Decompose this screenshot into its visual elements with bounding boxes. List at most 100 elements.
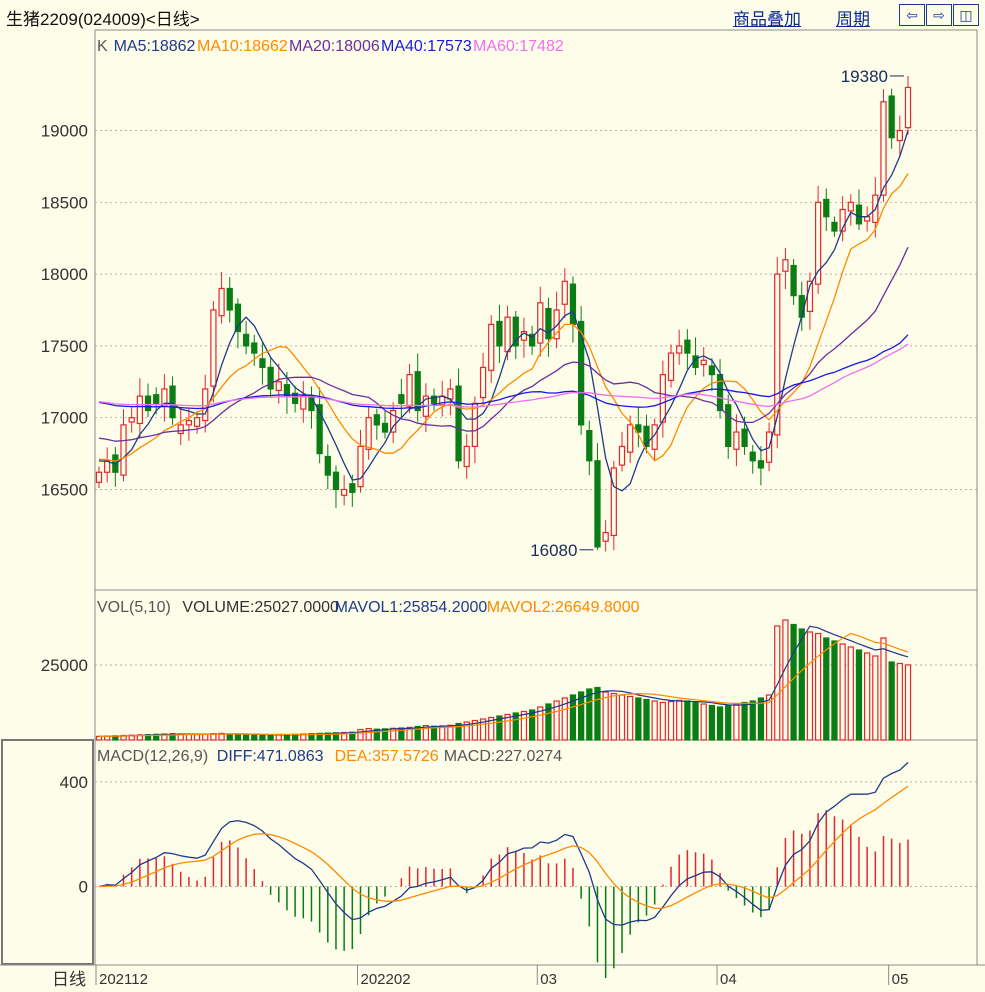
commodity-overlay-link[interactable]: 商品叠加	[733, 10, 801, 29]
volume-bar	[774, 625, 781, 741]
volume-bar	[373, 728, 380, 741]
candle-body	[136, 395, 143, 425]
price-tick-label: 18000	[41, 265, 88, 284]
candle-body	[488, 323, 495, 371]
candle-body	[586, 430, 593, 462]
price-tick-label: 16500	[41, 480, 88, 499]
candle-body	[455, 385, 462, 462]
price-panel-indicator: MA10:18662	[197, 38, 288, 55]
candle-body	[128, 417, 135, 423]
volume-bar	[814, 632, 822, 741]
macd-panel-label: MACD(12,26,9)	[97, 748, 208, 765]
candle-body	[390, 409, 397, 433]
volume-bar	[357, 728, 364, 741]
price-panel-indicator: MA20:18006	[289, 38, 380, 55]
candle-body	[643, 425, 650, 448]
macd-panel-indicator: DEA:357.5726	[335, 748, 439, 765]
volume-bar	[545, 703, 552, 741]
volume-bar	[643, 698, 650, 741]
candle-body	[210, 309, 217, 387]
dea-line	[98, 785, 909, 909]
volume-bar	[381, 728, 389, 741]
x-tick-label: 202112	[99, 971, 148, 988]
volume-bar	[259, 734, 266, 741]
volume-bar	[831, 640, 838, 741]
volume-panel-indicator: MAVOL1:25854.2000	[335, 599, 488, 616]
price-panel-label: K	[97, 38, 108, 55]
volume-bar	[757, 697, 765, 741]
candle-body	[545, 307, 552, 340]
candle-body	[291, 392, 299, 404]
volume-bar	[561, 697, 568, 741]
candle-body	[341, 488, 348, 496]
volume-bar	[872, 655, 879, 741]
volume-bar	[398, 727, 405, 741]
candle-body	[398, 394, 405, 404]
price-panel-indicator: MA40:17573	[381, 38, 472, 55]
volume-bar	[594, 686, 601, 741]
volume-bar	[618, 694, 626, 741]
candle-body	[414, 371, 421, 412]
candle-body	[153, 394, 160, 404]
x-tick-label: 202202	[360, 971, 410, 988]
volume-bar	[267, 734, 274, 741]
volume-bar	[136, 734, 143, 741]
volume-bar	[504, 713, 511, 741]
candle-body	[144, 395, 152, 412]
candle-body	[406, 374, 413, 407]
candle-body	[332, 471, 340, 491]
price-tick-label: 17500	[41, 337, 88, 356]
candle-body	[324, 455, 331, 476]
candle-body	[504, 316, 511, 353]
candle-body	[267, 366, 274, 390]
candle-body	[790, 264, 797, 297]
candle-body	[896, 129, 903, 142]
candle-body	[610, 467, 617, 537]
candle-body	[577, 320, 585, 426]
volume-bar	[684, 700, 691, 741]
period-link[interactable]: 周期	[836, 10, 870, 29]
volume-bar	[308, 733, 315, 741]
volume-bar	[537, 706, 544, 741]
volume-bar	[520, 710, 528, 741]
next-icon[interactable]: ⇨	[926, 4, 952, 26]
volume-bar	[341, 731, 348, 741]
candle-body	[234, 303, 242, 333]
volume-bar	[692, 701, 699, 741]
volume-bar	[414, 725, 421, 741]
prev-icon[interactable]: ⇦	[899, 4, 925, 26]
layout-icon[interactable]: ◫	[953, 4, 979, 26]
volume-bar	[725, 704, 732, 741]
volume-bar	[700, 703, 707, 741]
candle-body	[95, 471, 103, 483]
volume-panel-indicator: VOLUME:25027.0000	[182, 599, 339, 616]
volume-bar	[128, 734, 135, 741]
volume-bar	[782, 619, 789, 741]
volume-bar	[847, 646, 854, 741]
volume-panel-label: VOL(5,10)	[97, 599, 171, 616]
candle-body	[676, 345, 683, 354]
candle-body	[537, 302, 544, 344]
macd-tick-label: 0	[79, 878, 88, 897]
candle-body	[300, 395, 307, 410]
volume-bar	[569, 694, 577, 741]
low-marker-label: 16080	[530, 541, 577, 560]
price-tick-label: 18500	[41, 193, 88, 212]
candle-body	[218, 287, 225, 317]
volume-bar	[839, 643, 846, 741]
volume-bar	[234, 733, 242, 741]
volume-bar	[855, 649, 863, 741]
candle-body	[169, 385, 176, 419]
volume-bar	[218, 732, 225, 741]
volume-bar	[798, 628, 805, 741]
x-tick-label: 03	[540, 971, 557, 988]
price-panel-indicator: MA5:18862	[114, 38, 196, 55]
candle-body	[700, 359, 707, 366]
candle-body	[447, 388, 454, 400]
volume-bar	[226, 733, 233, 741]
candle-body	[855, 204, 863, 225]
ma5-line	[98, 130, 909, 492]
candle-body	[553, 309, 560, 340]
candle-body	[757, 460, 765, 469]
volume-bar	[242, 733, 250, 741]
